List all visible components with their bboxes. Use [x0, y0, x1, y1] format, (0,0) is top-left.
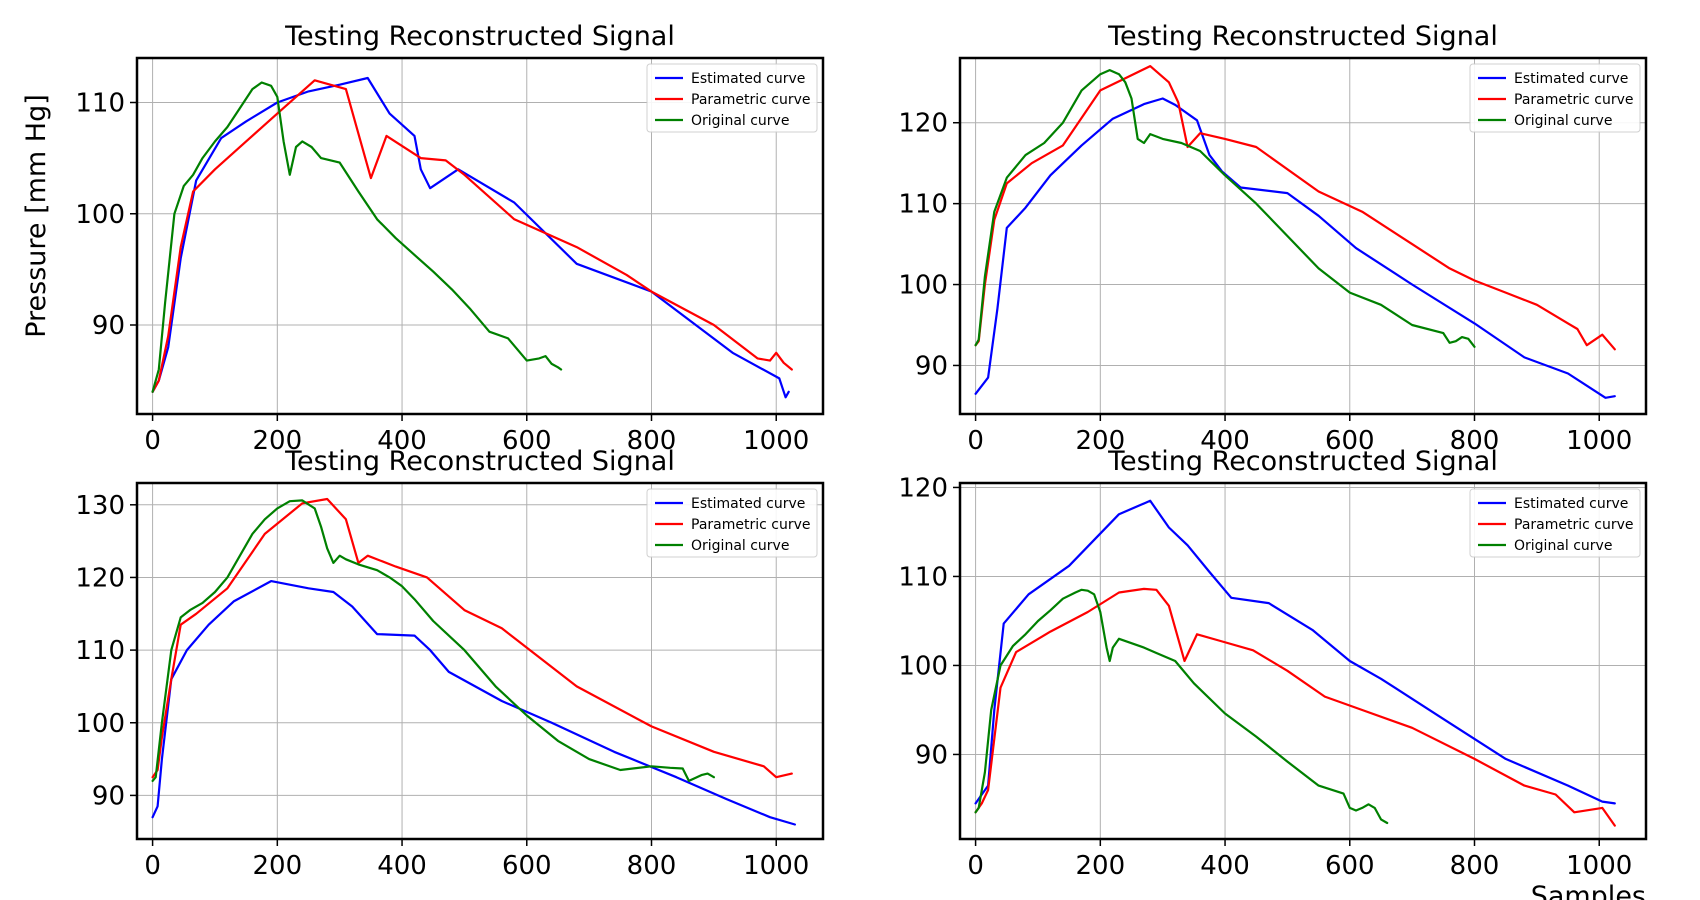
x-tick-label: 600	[1325, 851, 1375, 881]
y-tick-label: 130	[75, 491, 125, 521]
x-tick-label: 600	[1325, 426, 1375, 456]
x-tick-label: 0	[144, 426, 161, 456]
y-tick-label: 110	[898, 190, 948, 220]
legend-label: Original curve	[1514, 113, 1612, 129]
x-tick-label: 200	[252, 426, 302, 456]
series-line-parametric-curve	[974, 64, 1616, 351]
x-tick-label: 1000	[743, 426, 809, 456]
legend-label: Original curve	[691, 113, 789, 129]
y-tick-label: 120	[75, 563, 125, 593]
y-tick-label: 100	[75, 709, 125, 739]
series-line-parametric-curve	[974, 587, 1616, 827]
y-tick-label: 100	[75, 200, 125, 230]
y-tick-label: 110	[898, 562, 948, 592]
legend: Estimated curve Parametric curve Original …	[1469, 63, 1641, 133]
legend-box	[646, 488, 818, 558]
legend-label: Estimated curve	[691, 71, 805, 87]
chart-title: Testing Reconstructed Signal	[284, 21, 675, 52]
plot-frame	[958, 481, 1648, 841]
x-tick-label: 600	[502, 851, 552, 881]
x-tick-label: 400	[1200, 851, 1250, 881]
y-tick-label: 110	[75, 89, 125, 119]
x-tick-label: 0	[144, 851, 161, 881]
chart-panel-2: 0 200 400 600 800 1000 90 100 110 120 Testing Reco…	[898, 21, 1648, 456]
y-tick-label: 120	[898, 109, 948, 139]
chart-title: Testing Reconstructed Signal	[1107, 21, 1498, 52]
chart-panel-3: 0 200 400 600 800 1000 90 100 110 120 130 Testing R…	[75, 446, 825, 881]
x-tick-label: 1000	[1566, 851, 1632, 881]
series-line-original-curve	[151, 81, 563, 393]
x-tick-label: 400	[377, 851, 427, 881]
series-line-original-curve	[151, 499, 716, 783]
series-line-estimated-curve	[151, 579, 797, 826]
legend-box	[1469, 63, 1641, 133]
x-tick-label: 400	[1200, 426, 1250, 456]
y-tick-label: 90	[915, 351, 948, 381]
chart-title: Testing Reconstructed Signal	[1107, 446, 1498, 477]
y-tick-label: 90	[915, 740, 948, 770]
x-tick-label: 800	[1450, 851, 1500, 881]
legend-label: Parametric curve	[691, 92, 811, 108]
chart-title: Testing Reconstructed Signal	[284, 446, 675, 477]
chart-panel-4: 0 200 400 600 800 1000 90 100 110 120 Testing Reco…	[898, 446, 1648, 900]
x-tick-label: 0	[967, 851, 984, 881]
x-tick-label: 1000	[1566, 426, 1632, 456]
plot-frame	[135, 481, 825, 841]
series-line-parametric-curve	[151, 497, 793, 779]
x-tick-label: 600	[502, 426, 552, 456]
x-tick-label: 200	[1075, 851, 1125, 881]
x-tick-label: 0	[967, 426, 984, 456]
y-tick-label: 120	[898, 473, 948, 503]
series-line-original-curve	[974, 588, 1389, 825]
legend-label: Original curve	[691, 538, 789, 554]
legend-label: Parametric curve	[1514, 92, 1634, 108]
y-tick-label: 110	[75, 636, 125, 666]
y-tick-label: 90	[92, 311, 125, 341]
legend-label: Estimated curve	[1514, 71, 1628, 87]
x-tick-label: 200	[1075, 426, 1125, 456]
legend: Estimated curve Parametric curve Original …	[646, 63, 818, 133]
x-tick-label: 800	[627, 426, 677, 456]
legend: Estimated curve Parametric curve Original …	[646, 488, 818, 558]
x-tick-label: 400	[377, 426, 427, 456]
x-tick-label: 800	[627, 851, 677, 881]
y-tick-label: 100	[898, 271, 948, 301]
legend-label: Parametric curve	[1514, 517, 1634, 533]
legend-label: Original curve	[1514, 538, 1612, 554]
x-axis-label: Samples	[1531, 881, 1646, 900]
legend-box	[1469, 488, 1641, 558]
y-axis-label: Pressure [mm Hg]	[21, 94, 52, 338]
series-line-estimated-curve	[974, 499, 1616, 805]
y-tick-label: 100	[898, 651, 948, 681]
chart-panel-1: 0 200 400 600 800 1000 90 100 110 Testing Reconst…	[21, 21, 825, 456]
series-line-original-curve	[974, 68, 1476, 348]
legend-label: Estimated curve	[1514, 496, 1628, 512]
series-line-estimated-curve	[974, 97, 1616, 399]
plot-frame	[135, 56, 825, 416]
legend-label: Parametric curve	[691, 517, 811, 533]
legend-label: Estimated curve	[691, 496, 805, 512]
legend: Estimated curve Parametric curve Original …	[1469, 488, 1641, 558]
x-tick-label: 200	[252, 851, 302, 881]
x-tick-label: 800	[1450, 426, 1500, 456]
y-tick-label: 90	[92, 781, 125, 811]
legend-box	[646, 63, 818, 133]
x-tick-label: 1000	[743, 851, 809, 881]
plot-frame	[958, 56, 1648, 416]
series-line-parametric-curve	[151, 79, 793, 393]
series-line-estimated-curve	[151, 76, 790, 399]
